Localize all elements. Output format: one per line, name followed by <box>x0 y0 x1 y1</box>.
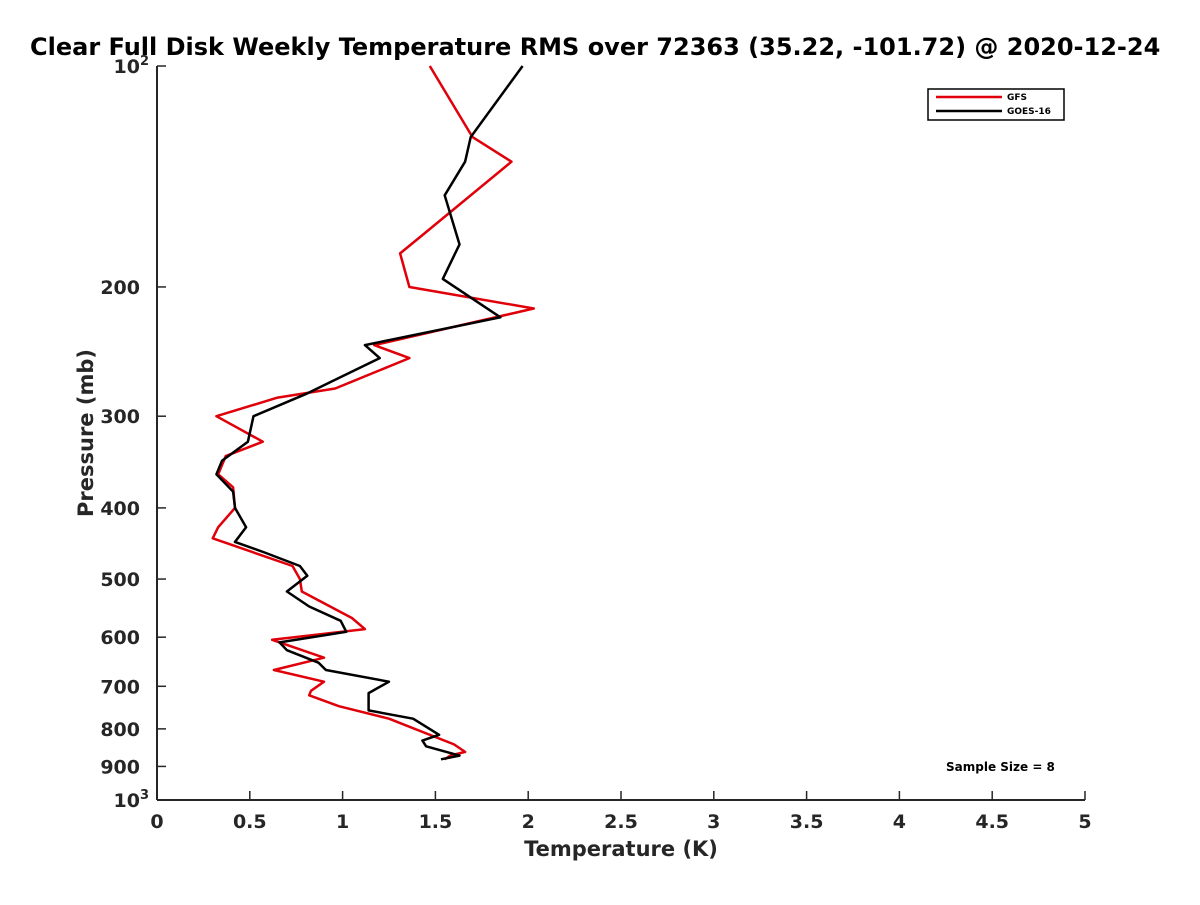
series-line-gfs <box>211 65 536 761</box>
y-tick-label: 500 <box>100 569 140 591</box>
x-tick-label: 2 <box>522 811 535 833</box>
x-tick-label: 4 <box>893 811 906 833</box>
plot-area <box>157 66 1085 800</box>
y-axis-ticks: 102 200 300 400 500 600 700 800 900 103 <box>100 54 166 812</box>
legend-box <box>927 88 1065 121</box>
legend-label-goes-16: GOES-16 <box>1007 107 1051 117</box>
x-tick-label: 1.5 <box>419 811 453 833</box>
chart-title: Clear Full Disk Weekly Temperature RMS o… <box>30 33 1160 61</box>
sample-size-annotation: Sample Size = 8 <box>946 760 1055 774</box>
x-tick-label: 4.5 <box>975 811 1009 833</box>
y-tick-label: 103 <box>114 788 150 812</box>
series-line-goes-16 <box>215 65 524 761</box>
x-tick-label: 2.5 <box>604 811 638 833</box>
y-axis-label: Pressure (mb) <box>74 349 98 517</box>
x-tick-label: 0.5 <box>233 811 267 833</box>
x-axis-label: Temperature (K) <box>524 837 718 861</box>
legend-label-gfs: GFS <box>1007 93 1027 103</box>
x-tick-label: 3 <box>707 811 720 833</box>
y-tick-label: 300 <box>100 406 140 428</box>
legend: GFS GOES-16 <box>927 88 1065 121</box>
series-layer <box>211 65 536 761</box>
y-tick-label: 600 <box>100 627 140 649</box>
y-tick-label: 700 <box>100 676 140 698</box>
y-tick-label: 102 <box>114 54 150 78</box>
x-tick-label: 0 <box>150 811 163 833</box>
x-tick-label: 1 <box>336 811 349 833</box>
y-tick-label: 400 <box>100 498 140 520</box>
y-tick-label: 800 <box>100 719 140 741</box>
x-tick-label: 5 <box>1078 811 1091 833</box>
x-axis-ticks: 0 0.5 1 1.5 2 2.5 3 3.5 4 4.5 5 <box>150 791 1092 833</box>
y-tick-label: 200 <box>100 277 140 299</box>
y-tick-label: 900 <box>100 756 140 778</box>
x-tick-label: 3.5 <box>790 811 824 833</box>
